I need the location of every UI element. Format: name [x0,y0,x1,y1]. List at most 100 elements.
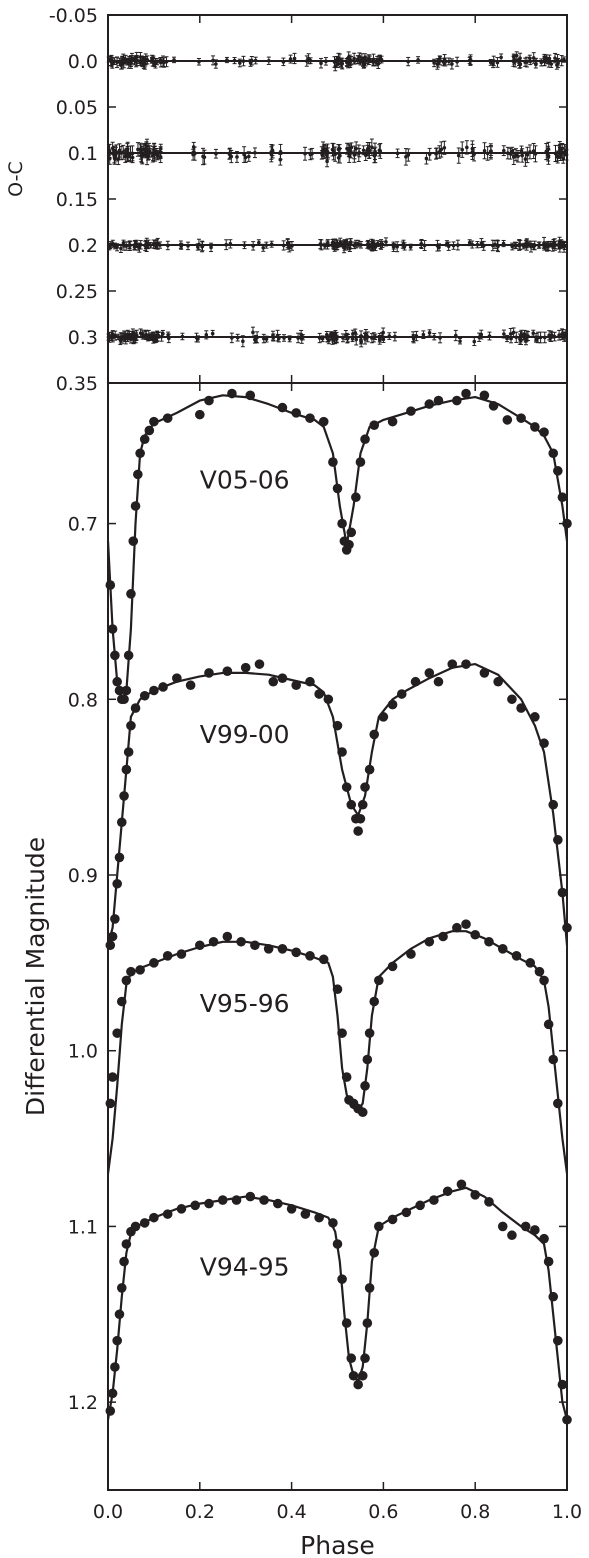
residual-point [251,330,255,335]
residual-point [523,157,528,161]
residual-point [519,149,524,153]
residual-point [202,155,207,159]
residual-point [455,59,459,64]
x-axis-title: Phase [300,1531,375,1558]
observation-point [497,1221,508,1232]
observation-point [337,747,347,757]
residual-point [119,63,123,67]
residual-point [372,241,376,246]
residual-point [227,152,232,156]
residual-point [253,150,257,155]
observation-point [364,764,375,775]
observation-point [346,527,357,538]
residual-point [204,333,209,337]
residual-point [395,244,399,249]
curve-label: V95-96 [200,989,290,1018]
observation-point [341,782,352,792]
residual-point [467,240,472,245]
residual-point [435,62,440,66]
residual-point [472,339,477,344]
residual-point [347,148,351,153]
observation-point [362,1318,373,1328]
residual-point [324,59,328,64]
observation-point [341,1318,352,1328]
residual-point [442,145,447,150]
residual-point [342,242,346,247]
residual-point [241,59,246,63]
residual-point [511,59,516,64]
residual-point [517,61,522,66]
observation-point [355,813,366,824]
observation-point [553,466,563,476]
residual-point [154,336,158,341]
observation-point [286,1204,297,1214]
residual-point [327,338,331,343]
residual-point [553,56,557,60]
model-curve [106,394,569,701]
observation-point [429,1195,439,1205]
residual-point [140,332,145,337]
residual-panel: -0.05 0.0 0.05 0.1 0.15 0.2 0.25 0.3 0.35 O-C [5,5,569,395]
residual-point [477,335,481,340]
phase-x-tick-label: 1.0 [552,1501,582,1523]
residual-point [521,334,526,339]
observation-point [112,878,122,889]
observation-point [204,395,214,406]
residual-point [352,56,356,61]
observation-point [332,483,343,494]
observation-point [387,699,398,710]
observation-point [162,951,173,961]
residual-point [107,156,112,161]
residual-point [416,58,420,62]
residual-point [132,336,136,341]
observation-point [133,469,143,480]
observation-point [369,1247,380,1258]
observation-point [539,427,549,438]
residual-point [109,335,114,339]
residual-y-tick-label: 0.05 [56,97,98,119]
residual-point [553,244,557,248]
observation-point [107,1072,118,1082]
observation-point [110,650,120,661]
residual-point [438,336,442,340]
residual-point [253,58,258,63]
residual-point [548,336,553,340]
residual-point [543,244,548,249]
residual-point [107,245,112,249]
phase-x-tick-label: 0.2 [185,1501,215,1523]
residual-point [363,59,368,63]
observation-point [139,434,150,445]
observation-point [484,936,494,947]
observation-point [254,659,265,669]
residual-point [341,336,345,340]
residual-point [345,336,350,340]
residual-point [275,333,280,338]
residual-point [501,148,506,153]
residual-point [152,149,157,153]
residual-point [447,59,451,64]
light-curve-panel: 0.7 0.8 0.9 1.0 1.1 1.2 0.0 0.2 0.4 0.6 0.8 1.0 Phas… [21,382,582,1558]
residual-point [404,155,408,159]
residual-point [151,242,156,246]
residual-point [557,333,561,338]
residual-y-tick-label: 0.0 [68,51,98,73]
residual-point [491,59,496,63]
residual-point [352,243,357,248]
residual-point [371,57,376,62]
residual-point [338,57,342,62]
residual-point [229,154,234,159]
residual-point [479,241,484,245]
residual-point [264,337,269,341]
residual-point [261,336,266,341]
residual-point [251,244,255,248]
residual-point [538,335,543,340]
residual-point [172,58,176,62]
residual-point [129,337,133,342]
residual-point [166,336,171,341]
residual-point [555,154,559,159]
observation-point [530,712,540,722]
residual-point [439,147,444,152]
observation-point [105,940,116,951]
residual-point [281,243,286,248]
residual-point [475,242,480,247]
